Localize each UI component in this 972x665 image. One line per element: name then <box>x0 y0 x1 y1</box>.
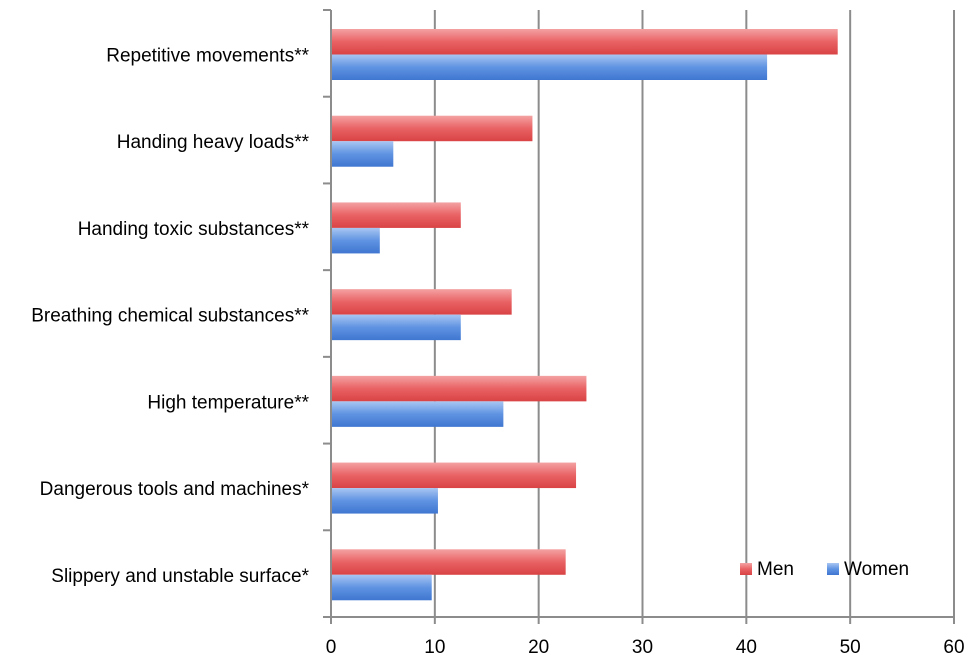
legend-label-men: Men <box>757 559 794 580</box>
bar-men <box>331 549 566 575</box>
bar-men <box>331 289 512 315</box>
category-label: Handing toxic substances** <box>78 219 310 240</box>
bar-women <box>331 227 380 254</box>
bar-men <box>331 375 587 402</box>
axes <box>323 9 955 624</box>
category-label: Slippery and unstable surface* <box>51 566 309 587</box>
x-tick-labels: 0 10 20 30 40 50 60 <box>326 637 965 658</box>
category-label: High temperature** <box>147 392 309 413</box>
legend-label-women: Women <box>844 559 909 580</box>
bar-women <box>331 314 461 341</box>
bars <box>331 29 838 601</box>
bar-women <box>331 488 438 514</box>
x-tick-label: 60 <box>943 637 964 658</box>
x-tick-label: 30 <box>632 637 653 658</box>
category-label: Repetitive movements** <box>106 46 309 67</box>
bar-women <box>331 141 394 167</box>
bar-men <box>331 115 533 142</box>
category-label: Handing heavy loads** <box>117 132 310 153</box>
bar-men <box>331 29 838 55</box>
x-tick-label: 50 <box>840 637 861 658</box>
x-tick-label: 20 <box>528 637 549 658</box>
category-label: Dangerous tools and machines* <box>40 479 310 500</box>
x-tick-label: 0 <box>326 637 337 658</box>
bar-women <box>331 574 432 601</box>
legend: Men Women <box>740 559 909 580</box>
bar-women <box>331 54 768 80</box>
x-tick-label: 40 <box>736 637 757 658</box>
bar-men <box>331 202 461 228</box>
gridlines <box>433 10 955 617</box>
bar-men <box>331 462 577 489</box>
legend-swatch-men <box>740 563 752 575</box>
legend-swatch-women <box>827 563 839 575</box>
category-label: Breathing chemical substances** <box>31 306 309 327</box>
x-tick-label: 10 <box>424 637 445 658</box>
category-labels: Repetitive movements** Handing heavy load… <box>31 46 309 587</box>
bar-women <box>331 401 504 427</box>
